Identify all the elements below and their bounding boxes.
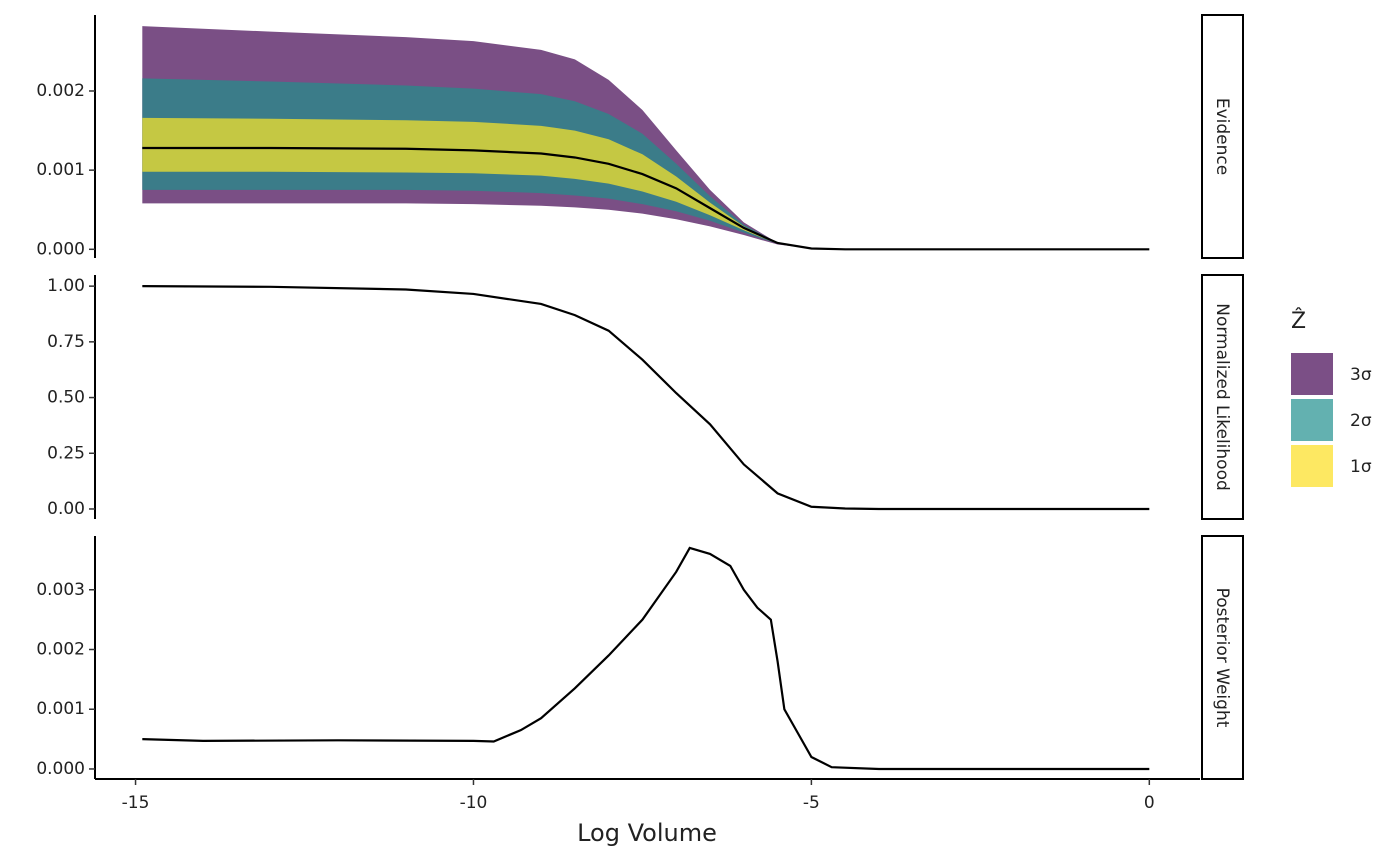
y-tick-label: 0.000: [36, 759, 85, 779]
y-tick-label: 0.000: [36, 239, 85, 259]
line: [142, 285, 1150, 511]
x-tick-label: -15: [122, 793, 150, 813]
y-tick-label: 0.25: [47, 443, 85, 463]
facet-strip: [1201, 14, 1244, 259]
legend-title: Ẑ: [1291, 308, 1306, 334]
line: [142, 146, 1150, 251]
x-tick-label: -5: [803, 793, 820, 813]
legend-swatch: [1291, 445, 1333, 487]
facet-label: Evidence: [1212, 98, 1232, 175]
legend-swatch: [1291, 353, 1333, 395]
y-tick-label: 0.001: [36, 160, 85, 180]
y-tick-label: 0.002: [36, 81, 85, 101]
line: [142, 546, 1150, 771]
band: [142, 117, 1150, 250]
legend-label: 3σ: [1350, 365, 1372, 385]
legend-label: 1σ: [1350, 457, 1372, 477]
legend-label: 2σ: [1350, 411, 1372, 431]
x-tick-label: 0: [1144, 793, 1155, 813]
y-tick-label: 0.003: [36, 580, 85, 600]
legend-swatch: [1291, 399, 1333, 441]
y-tick-label: 0.001: [36, 699, 85, 719]
y-tick-label: 0.75: [47, 332, 85, 352]
facet-label: Normalized Likelihood: [1212, 303, 1232, 491]
y-tick-label: 1.00: [47, 276, 85, 296]
facet-label: Posterior Weight: [1212, 588, 1232, 728]
y-tick-label: 0.50: [47, 388, 85, 408]
y-tick-label: 0.00: [47, 499, 85, 519]
facet-strip: [1201, 274, 1244, 520]
y-tick-label: 0.002: [36, 639, 85, 659]
x-axis-label: Log Volume: [577, 819, 717, 847]
x-tick-label: -10: [460, 793, 488, 813]
facet-strip: [1201, 535, 1244, 780]
